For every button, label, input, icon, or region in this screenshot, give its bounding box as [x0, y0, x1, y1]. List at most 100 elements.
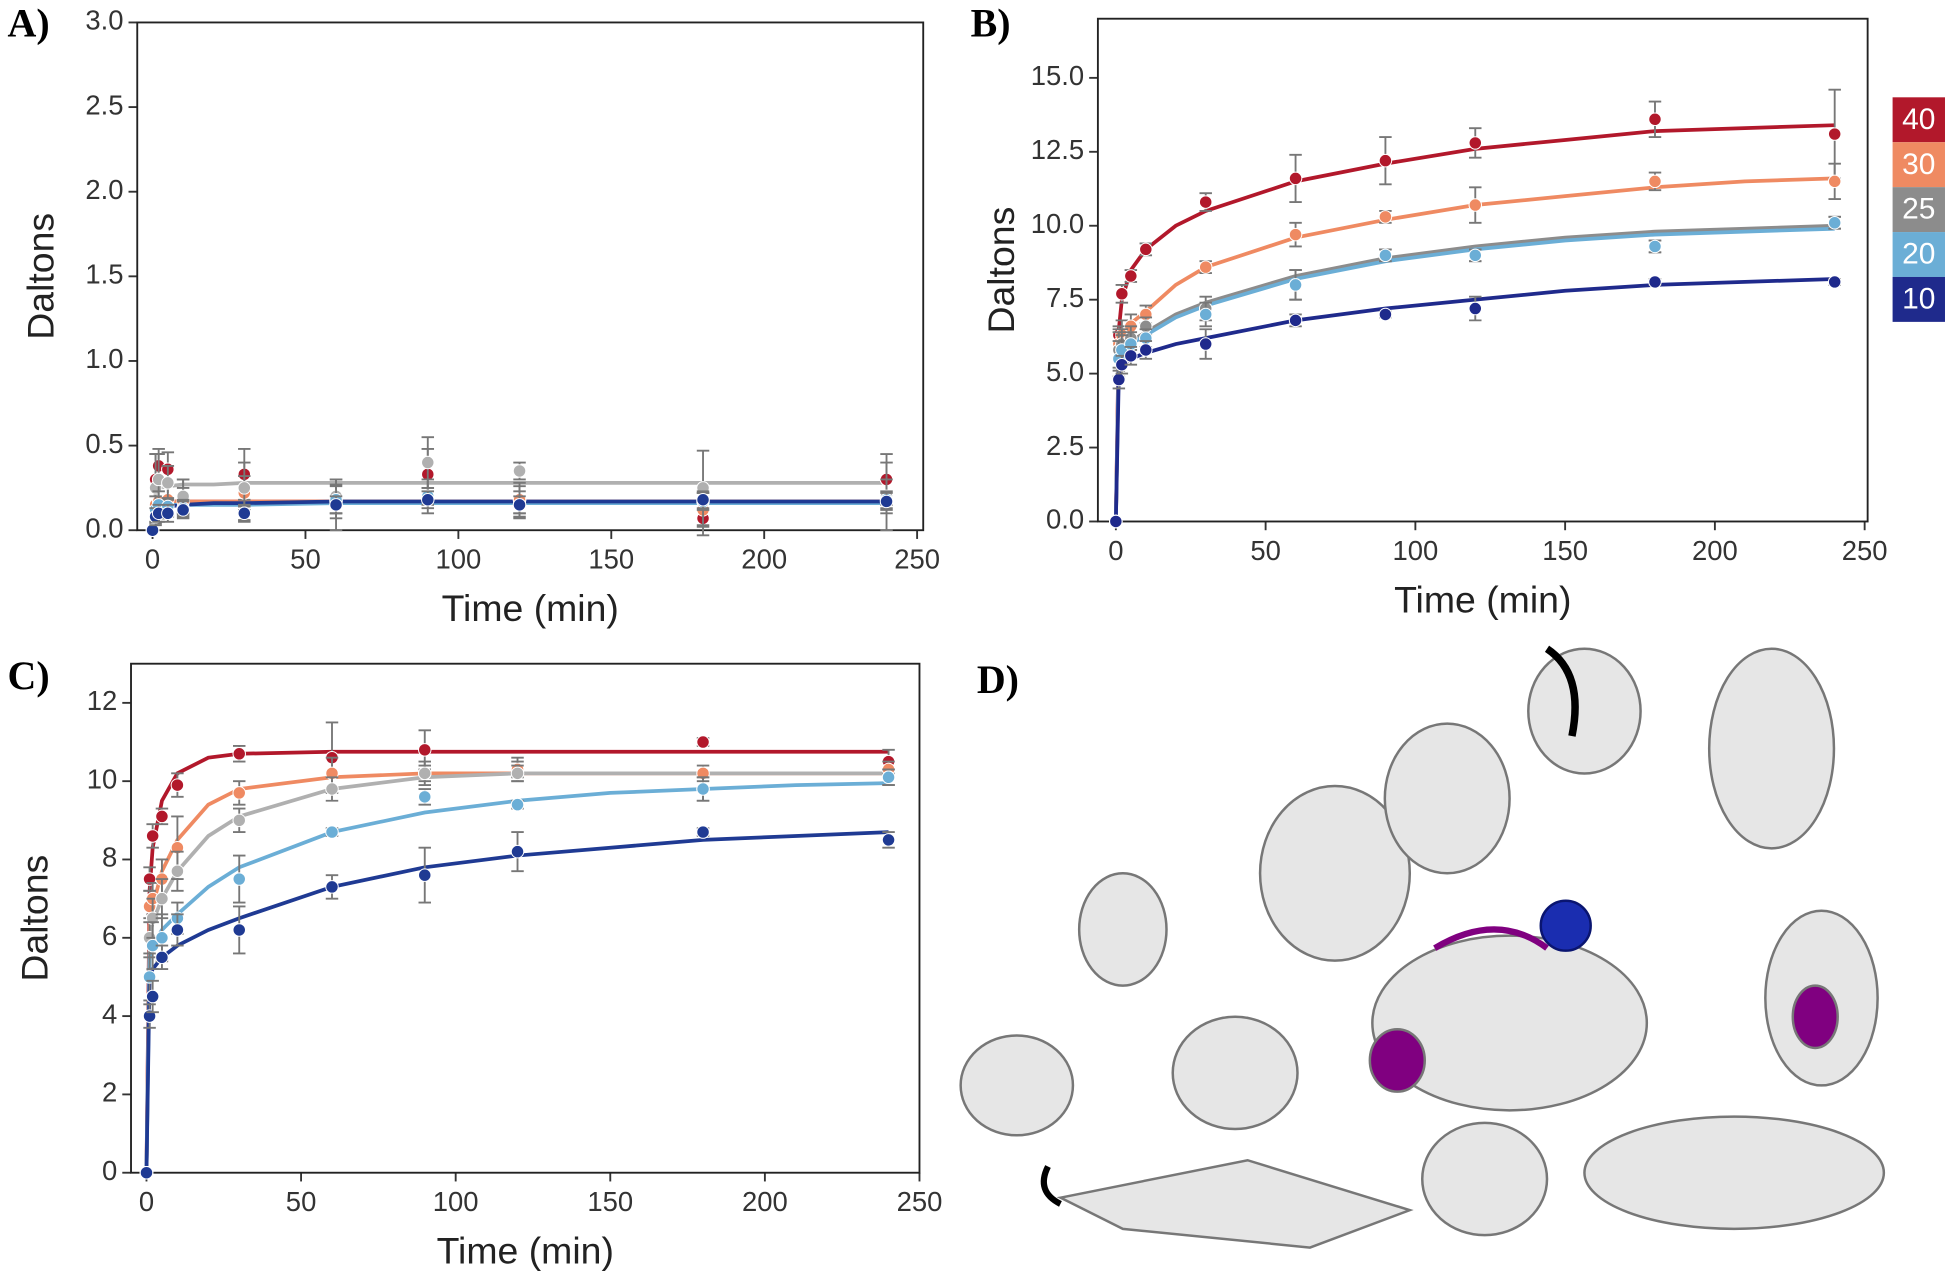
legend-swatch: [1892, 276, 1945, 322]
data-point: [1198, 260, 1213, 274]
data-point: [510, 844, 525, 859]
data-point: [155, 931, 169, 945]
data-point: [421, 455, 435, 470]
plot-frame: [1096, 17, 1869, 523]
x-tick-label: 0: [145, 544, 160, 575]
data-point: [1648, 239, 1662, 254]
legend-label: 25: [1902, 193, 1935, 226]
x-tick-label: 150: [1542, 535, 1588, 566]
y-tick-label: 6: [102, 920, 117, 951]
panel-label: C): [8, 653, 50, 698]
y-tick-label: 8: [102, 842, 117, 873]
y-tick-label: 0.0: [1046, 504, 1084, 535]
x-tick-label: 250: [897, 1186, 943, 1217]
y-tick-label: 0: [102, 1155, 117, 1186]
data-point: [1112, 372, 1126, 387]
data-point: [1288, 227, 1303, 242]
data-point: [155, 891, 169, 906]
data-point: [1468, 136, 1483, 150]
data-point: [418, 790, 432, 804]
legend-label: 20: [1902, 238, 1935, 271]
data-point: [1648, 174, 1662, 189]
data-point: [145, 523, 160, 537]
fit-line: [144, 830, 889, 1173]
data-point: [1827, 127, 1842, 141]
data-point: [1468, 198, 1483, 212]
y-axis-title: Daltons: [20, 213, 62, 340]
legend-swatch: [1892, 187, 1945, 233]
data-point: [1648, 112, 1662, 127]
data-point: [329, 498, 343, 512]
y-tick-label: 0.0: [85, 512, 123, 543]
x-tick-label: 250: [1842, 535, 1888, 566]
y-tick-label: 10: [87, 763, 118, 794]
x-tick-label: 100: [435, 544, 481, 575]
data-point: [1378, 307, 1393, 322]
data-point: [325, 782, 339, 796]
y-tick-label: 12: [87, 685, 118, 716]
y-tick-label: 2.5: [1046, 430, 1084, 461]
panel-label: B): [971, 1, 1011, 46]
data-point: [170, 778, 185, 792]
data-point: [1468, 301, 1483, 316]
plot-frame: [130, 662, 921, 1174]
fit-line: [144, 749, 889, 1173]
data-point: [161, 506, 175, 521]
x-tick-label: 50: [290, 544, 321, 575]
data-point: [1139, 343, 1153, 357]
panel-label: D): [977, 657, 1019, 702]
data-point: [232, 747, 246, 761]
data-point: [325, 880, 339, 894]
data-point: [232, 872, 246, 886]
y-tick-label: 2.0: [85, 174, 123, 205]
data-point: [237, 481, 252, 495]
data-point: [170, 864, 185, 878]
data-point: [1288, 171, 1303, 186]
data-point: [1827, 216, 1842, 230]
y-tick-label: 0.5: [85, 428, 123, 459]
legend-swatch: [1892, 142, 1945, 188]
data-point: [145, 829, 160, 843]
y-tick-label: 7.5: [1046, 282, 1084, 313]
data-point: [879, 494, 894, 509]
legend-swatch: [1892, 97, 1945, 143]
data-point: [512, 464, 527, 478]
data-point: [170, 923, 185, 937]
legend-swatch: [1892, 232, 1945, 277]
data-point: [161, 476, 175, 490]
data-point: [510, 797, 525, 812]
x-tick-label: 100: [1392, 535, 1438, 566]
legend-label: 40: [1902, 103, 1935, 136]
data-point: [1139, 242, 1153, 257]
y-tick-label: 12.5: [1031, 134, 1084, 165]
data-point: [1648, 275, 1662, 289]
data-point: [510, 766, 525, 781]
data-point: [232, 786, 246, 800]
x-tick-label: 50: [286, 1186, 317, 1217]
data-point: [1288, 278, 1303, 292]
data-point: [696, 782, 710, 796]
data-point: [512, 498, 527, 512]
y-tick-label: 3.0: [85, 5, 123, 36]
y-tick-label: 2: [102, 1077, 117, 1108]
x-tick-label: 0: [139, 1186, 154, 1217]
y-tick-label: 15.0: [1031, 60, 1084, 91]
data-point: [1109, 514, 1123, 529]
y-tick-label: 1.5: [85, 259, 123, 290]
data-point: [1468, 248, 1483, 263]
data-point: [881, 833, 896, 847]
plot-frame: [136, 21, 925, 532]
x-tick-label: 200: [741, 544, 787, 575]
data-point: [1827, 275, 1842, 289]
x-tick-label: 200: [742, 1186, 788, 1217]
data-point: [1198, 337, 1213, 351]
fit-line: [1113, 226, 1835, 522]
data-point: [418, 868, 432, 882]
data-point: [418, 743, 432, 757]
data-point: [139, 1165, 154, 1180]
data-point: [155, 950, 169, 965]
data-point: [1378, 153, 1393, 168]
x-tick-label: 200: [1692, 535, 1738, 566]
data-point: [155, 809, 169, 824]
data-point: [1378, 248, 1393, 263]
